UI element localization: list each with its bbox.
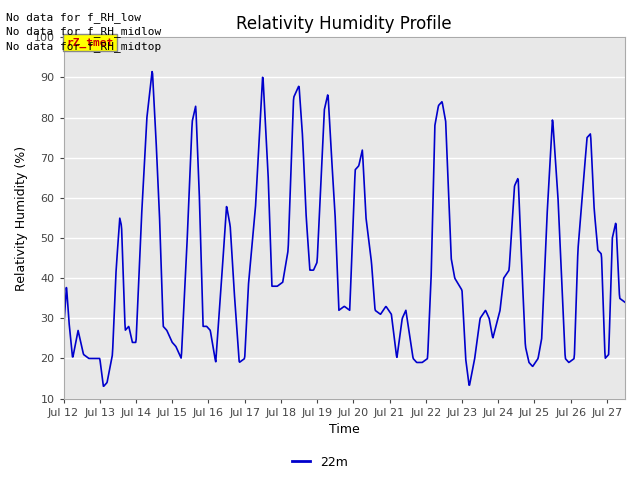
Text: rZ_tmet: rZ_tmet bbox=[67, 37, 114, 48]
Title: Relativity Humidity Profile: Relativity Humidity Profile bbox=[236, 15, 452, 33]
Text: No data for f_RH_midtop: No data for f_RH_midtop bbox=[6, 41, 162, 52]
Legend: 22m: 22m bbox=[287, 451, 353, 474]
X-axis label: Time: Time bbox=[329, 423, 360, 436]
Text: No data for f_RH_low: No data for f_RH_low bbox=[6, 12, 141, 23]
Y-axis label: Relativity Humidity (%): Relativity Humidity (%) bbox=[15, 145, 28, 290]
Text: No data for f_RH_midlow: No data for f_RH_midlow bbox=[6, 26, 162, 37]
